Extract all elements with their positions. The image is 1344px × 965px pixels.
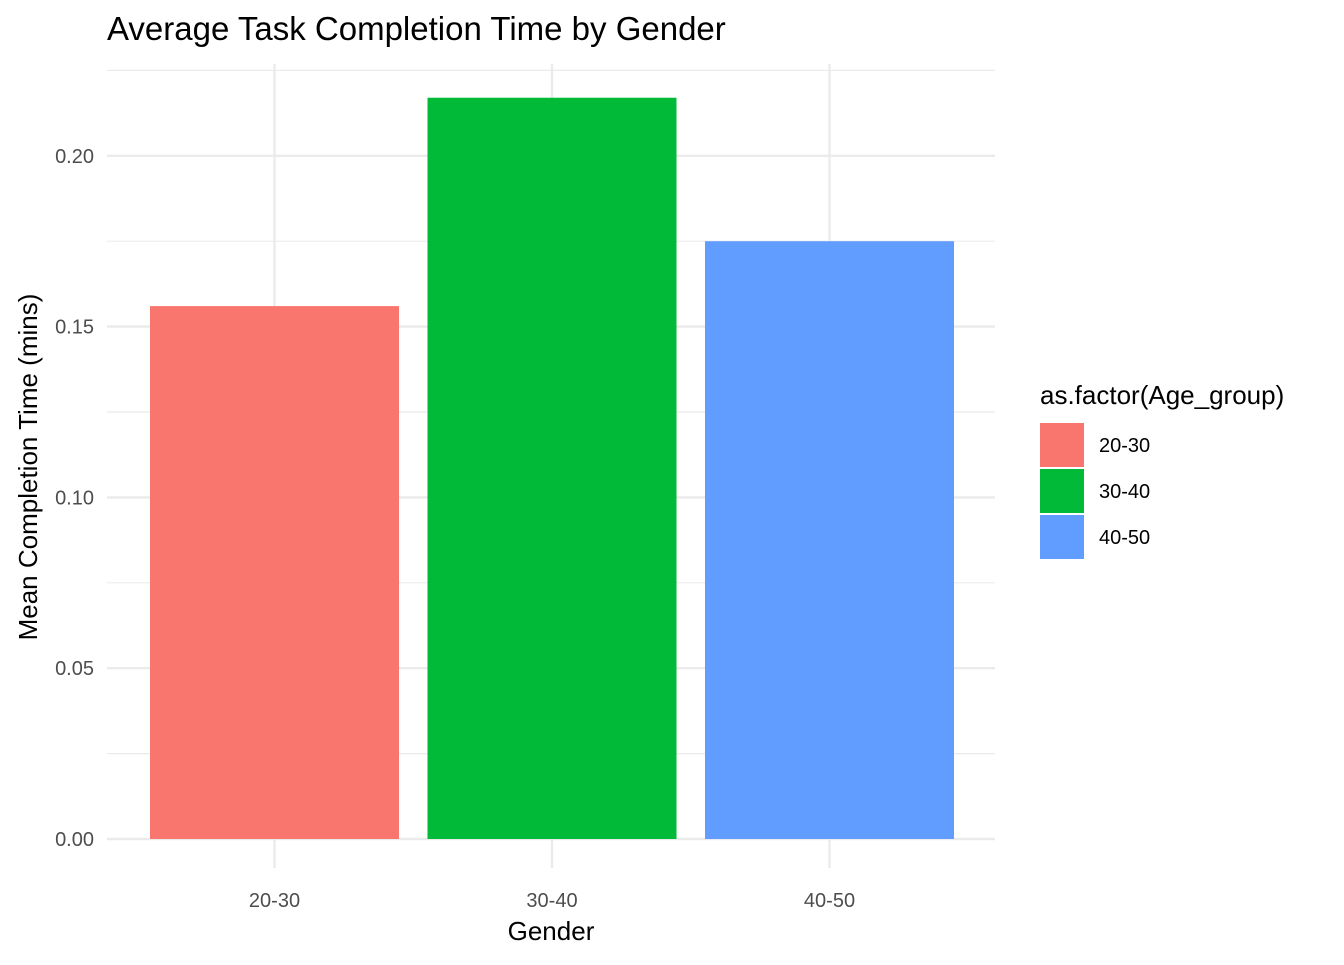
- bars: [150, 97, 954, 839]
- legend-items: 20-30 30-40 40-50: [1040, 423, 1150, 559]
- legend-swatch-20-30: [1040, 423, 1084, 467]
- y-tick-label: 0.10: [55, 487, 94, 509]
- legend-swatch-40-50: [1040, 515, 1084, 559]
- x-axis-ticks: 20-30 30-40 40-50: [249, 890, 855, 912]
- y-axis-title: Mean Completion Time (mins): [13, 294, 43, 641]
- y-tick-label: 0.20: [55, 146, 94, 168]
- bar-20-30: [150, 306, 399, 839]
- legend-label: 30-40: [1099, 481, 1150, 503]
- legend-swatch-30-40: [1040, 469, 1084, 513]
- x-tick-label: 30-40: [526, 890, 577, 912]
- x-tick-label: 20-30: [249, 890, 300, 912]
- chart-title: Average Task Completion Time by Gender: [107, 10, 726, 47]
- x-axis-title: Gender: [508, 916, 595, 946]
- legend-title: as.factor(Age_group): [1040, 380, 1284, 410]
- bar-30-40: [427, 97, 677, 839]
- bar-40-50: [705, 241, 954, 839]
- legend: as.factor(Age_group) 20-30 30-40 40-50: [1040, 380, 1284, 559]
- y-tick-label: 0.05: [55, 658, 94, 680]
- x-tick-label: 40-50: [804, 890, 855, 912]
- y-tick-label: 0.00: [55, 829, 94, 851]
- y-tick-label: 0.15: [55, 317, 94, 339]
- y-axis-ticks: 0.00 0.05 0.10 0.15 0.20: [55, 146, 94, 851]
- legend-label: 40-50: [1099, 527, 1150, 549]
- legend-label: 20-30: [1099, 435, 1150, 457]
